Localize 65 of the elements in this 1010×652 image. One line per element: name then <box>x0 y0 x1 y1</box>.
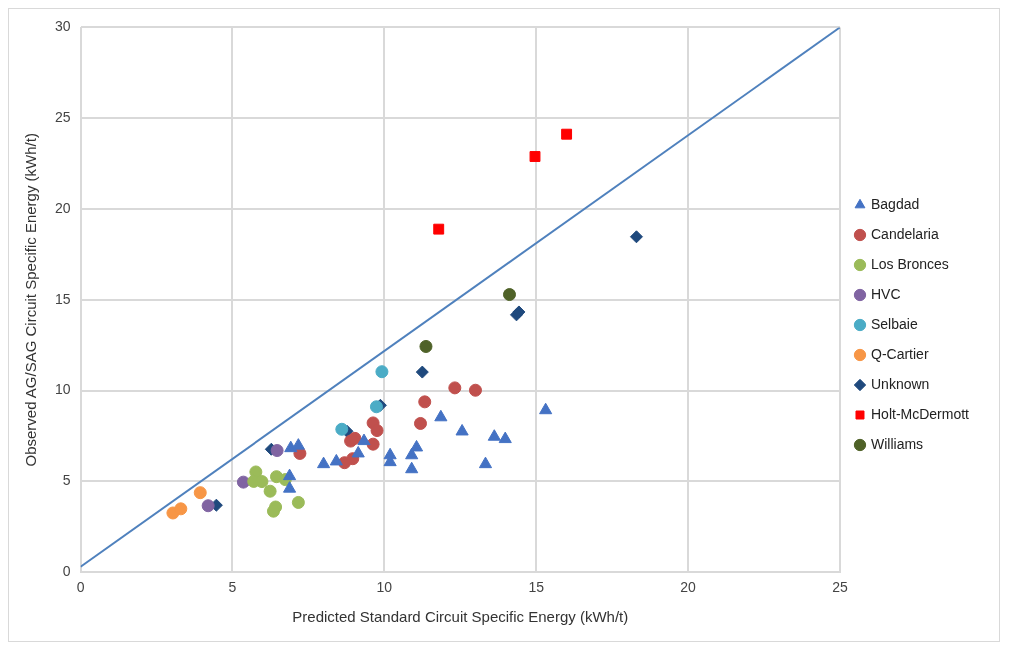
y-axis-title: Observed AG/SAG Circuit Specific Energy (kWh/t) <box>22 133 40 467</box>
point <box>375 365 389 379</box>
point <box>405 461 419 474</box>
point <box>329 453 343 466</box>
point <box>561 128 573 140</box>
point <box>370 424 384 438</box>
point <box>201 499 215 513</box>
point <box>174 502 188 516</box>
point <box>468 383 482 397</box>
point <box>366 437 380 451</box>
legend-label: HVC <box>870 285 901 302</box>
point <box>455 423 469 436</box>
legend-label: Holt-McDermott <box>870 405 970 422</box>
point <box>335 422 349 436</box>
point <box>448 381 462 395</box>
point <box>433 223 445 235</box>
point <box>415 365 429 379</box>
legend-label: Q-Cartier <box>870 345 929 362</box>
y-tick-label: 10 <box>54 381 71 398</box>
y-tick-label: 5 <box>62 472 71 489</box>
point <box>369 400 383 414</box>
y-tick-label: 0 <box>62 563 71 580</box>
x-tick-label: 5 <box>228 579 237 596</box>
point <box>266 504 280 518</box>
legend-label: Unknown <box>870 375 930 392</box>
legend-label: Williams <box>870 435 924 452</box>
point <box>283 481 297 493</box>
point <box>357 433 371 446</box>
x-axis-title: Predicted Standard Circuit Specific Energy (kWh/t) <box>292 608 629 626</box>
point <box>478 456 493 469</box>
point <box>317 456 331 469</box>
point <box>539 402 553 415</box>
legend-label: Candelaria <box>870 225 939 242</box>
x-tick-label: 25 <box>832 579 848 596</box>
point <box>413 416 427 430</box>
x-tick-label: 0 <box>76 579 85 596</box>
point <box>283 468 297 481</box>
point <box>270 444 284 458</box>
point <box>255 475 269 489</box>
point <box>487 429 501 441</box>
point <box>502 288 516 302</box>
point <box>529 151 541 162</box>
point <box>419 339 433 353</box>
point <box>434 409 448 422</box>
legend-label: Bagdad <box>870 195 920 212</box>
legend-label: Selbaie <box>870 315 918 332</box>
y-tick-label: 20 <box>54 199 71 216</box>
x-tick-label: 10 <box>376 579 393 596</box>
point <box>263 484 277 498</box>
y-tick-label: 15 <box>54 290 71 307</box>
point <box>236 475 250 489</box>
point <box>629 230 643 244</box>
point <box>418 395 432 409</box>
point <box>291 495 305 509</box>
point <box>291 438 305 450</box>
legend-label: Los Bronces <box>870 255 949 272</box>
point <box>348 431 362 445</box>
point <box>409 439 424 452</box>
y-tick-label: 30 <box>54 18 71 35</box>
point <box>193 486 207 500</box>
x-tick-label: 20 <box>680 579 697 596</box>
point <box>498 431 512 444</box>
x-tick-label: 15 <box>528 579 545 596</box>
y-tick-label: 25 <box>54 109 71 126</box>
point <box>351 445 365 458</box>
